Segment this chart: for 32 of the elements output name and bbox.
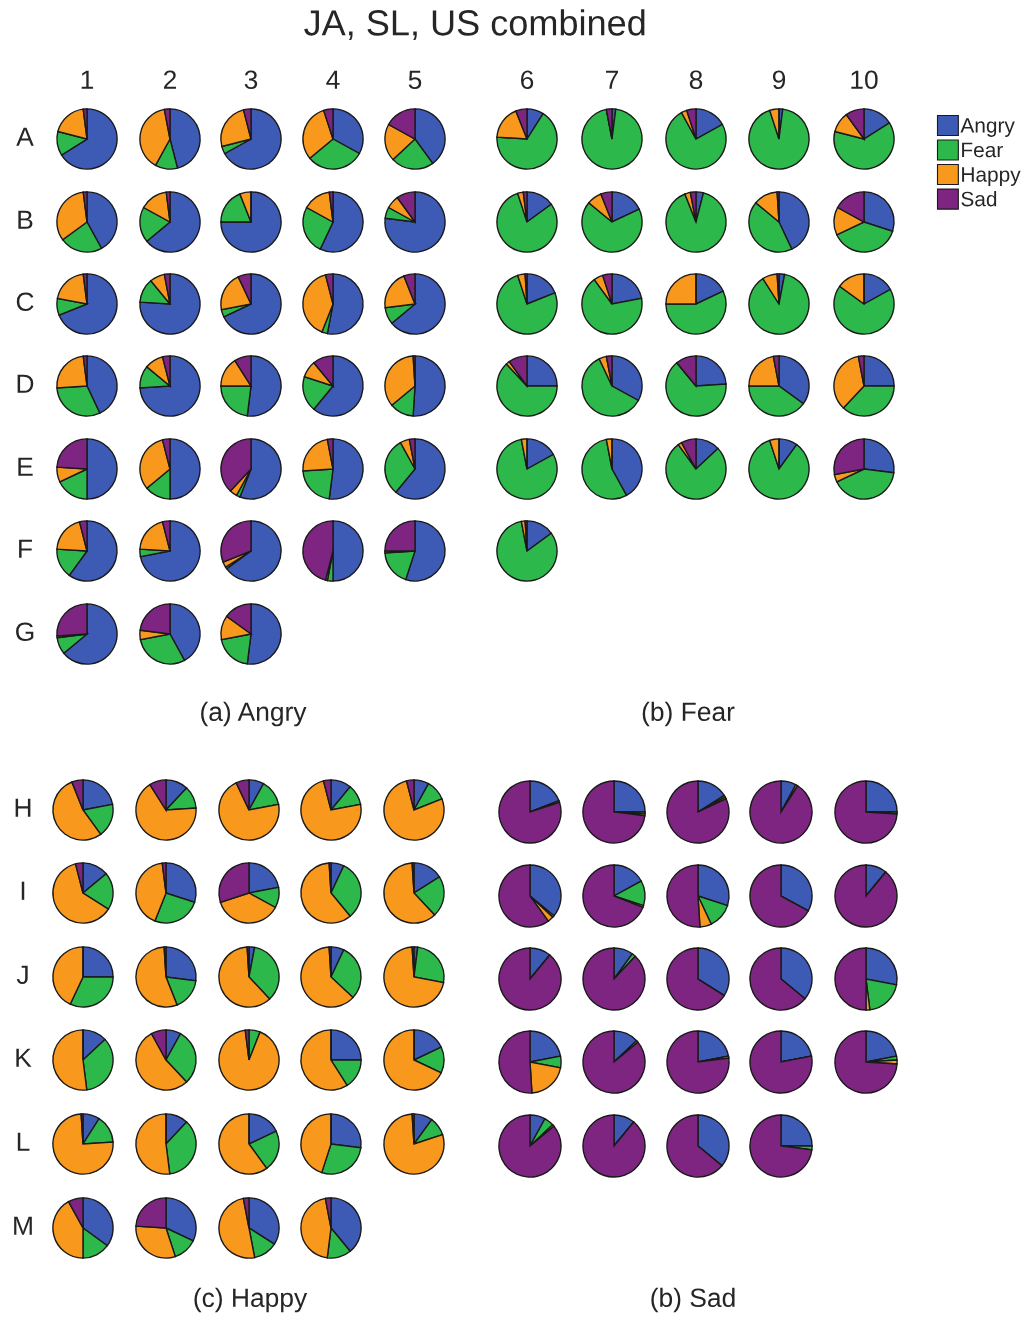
text: 1: [81, 70, 94, 89]
text: A: [16, 127, 34, 146]
legend-label: Angry: [960, 118, 1015, 137]
text: 4: [326, 70, 340, 89]
text: 9: [772, 70, 786, 90]
text: G: [16, 622, 34, 642]
text: (b) Fear: [642, 701, 735, 727]
text: K: [16, 1048, 32, 1067]
text: 8: [689, 70, 703, 90]
text: F: [19, 539, 32, 558]
legend-label: Fear: [962, 142, 1003, 158]
text: 10: [851, 70, 878, 90]
text: (c) Happy: [194, 1287, 308, 1313]
text: 2: [163, 70, 177, 89]
text: 3: [244, 70, 258, 90]
chart-title: JA, SL, US combined: [304, 9, 645, 40]
text: D: [17, 374, 34, 393]
text: E: [18, 457, 33, 476]
legend-label: Sad: [961, 191, 997, 207]
text: J: [16, 965, 28, 985]
text: 6: [521, 70, 534, 90]
text: 7: [606, 70, 619, 89]
text: I: [21, 881, 25, 900]
text: L: [17, 1132, 30, 1151]
legend-label: Happy: [962, 167, 1021, 186]
text: 5: [408, 70, 422, 90]
text: (b) Sad: [651, 1287, 735, 1313]
text: B: [18, 210, 33, 229]
text: C: [16, 292, 34, 312]
text: H: [15, 798, 31, 817]
text: (a) Angry: [201, 701, 307, 727]
text: M: [14, 1216, 32, 1235]
